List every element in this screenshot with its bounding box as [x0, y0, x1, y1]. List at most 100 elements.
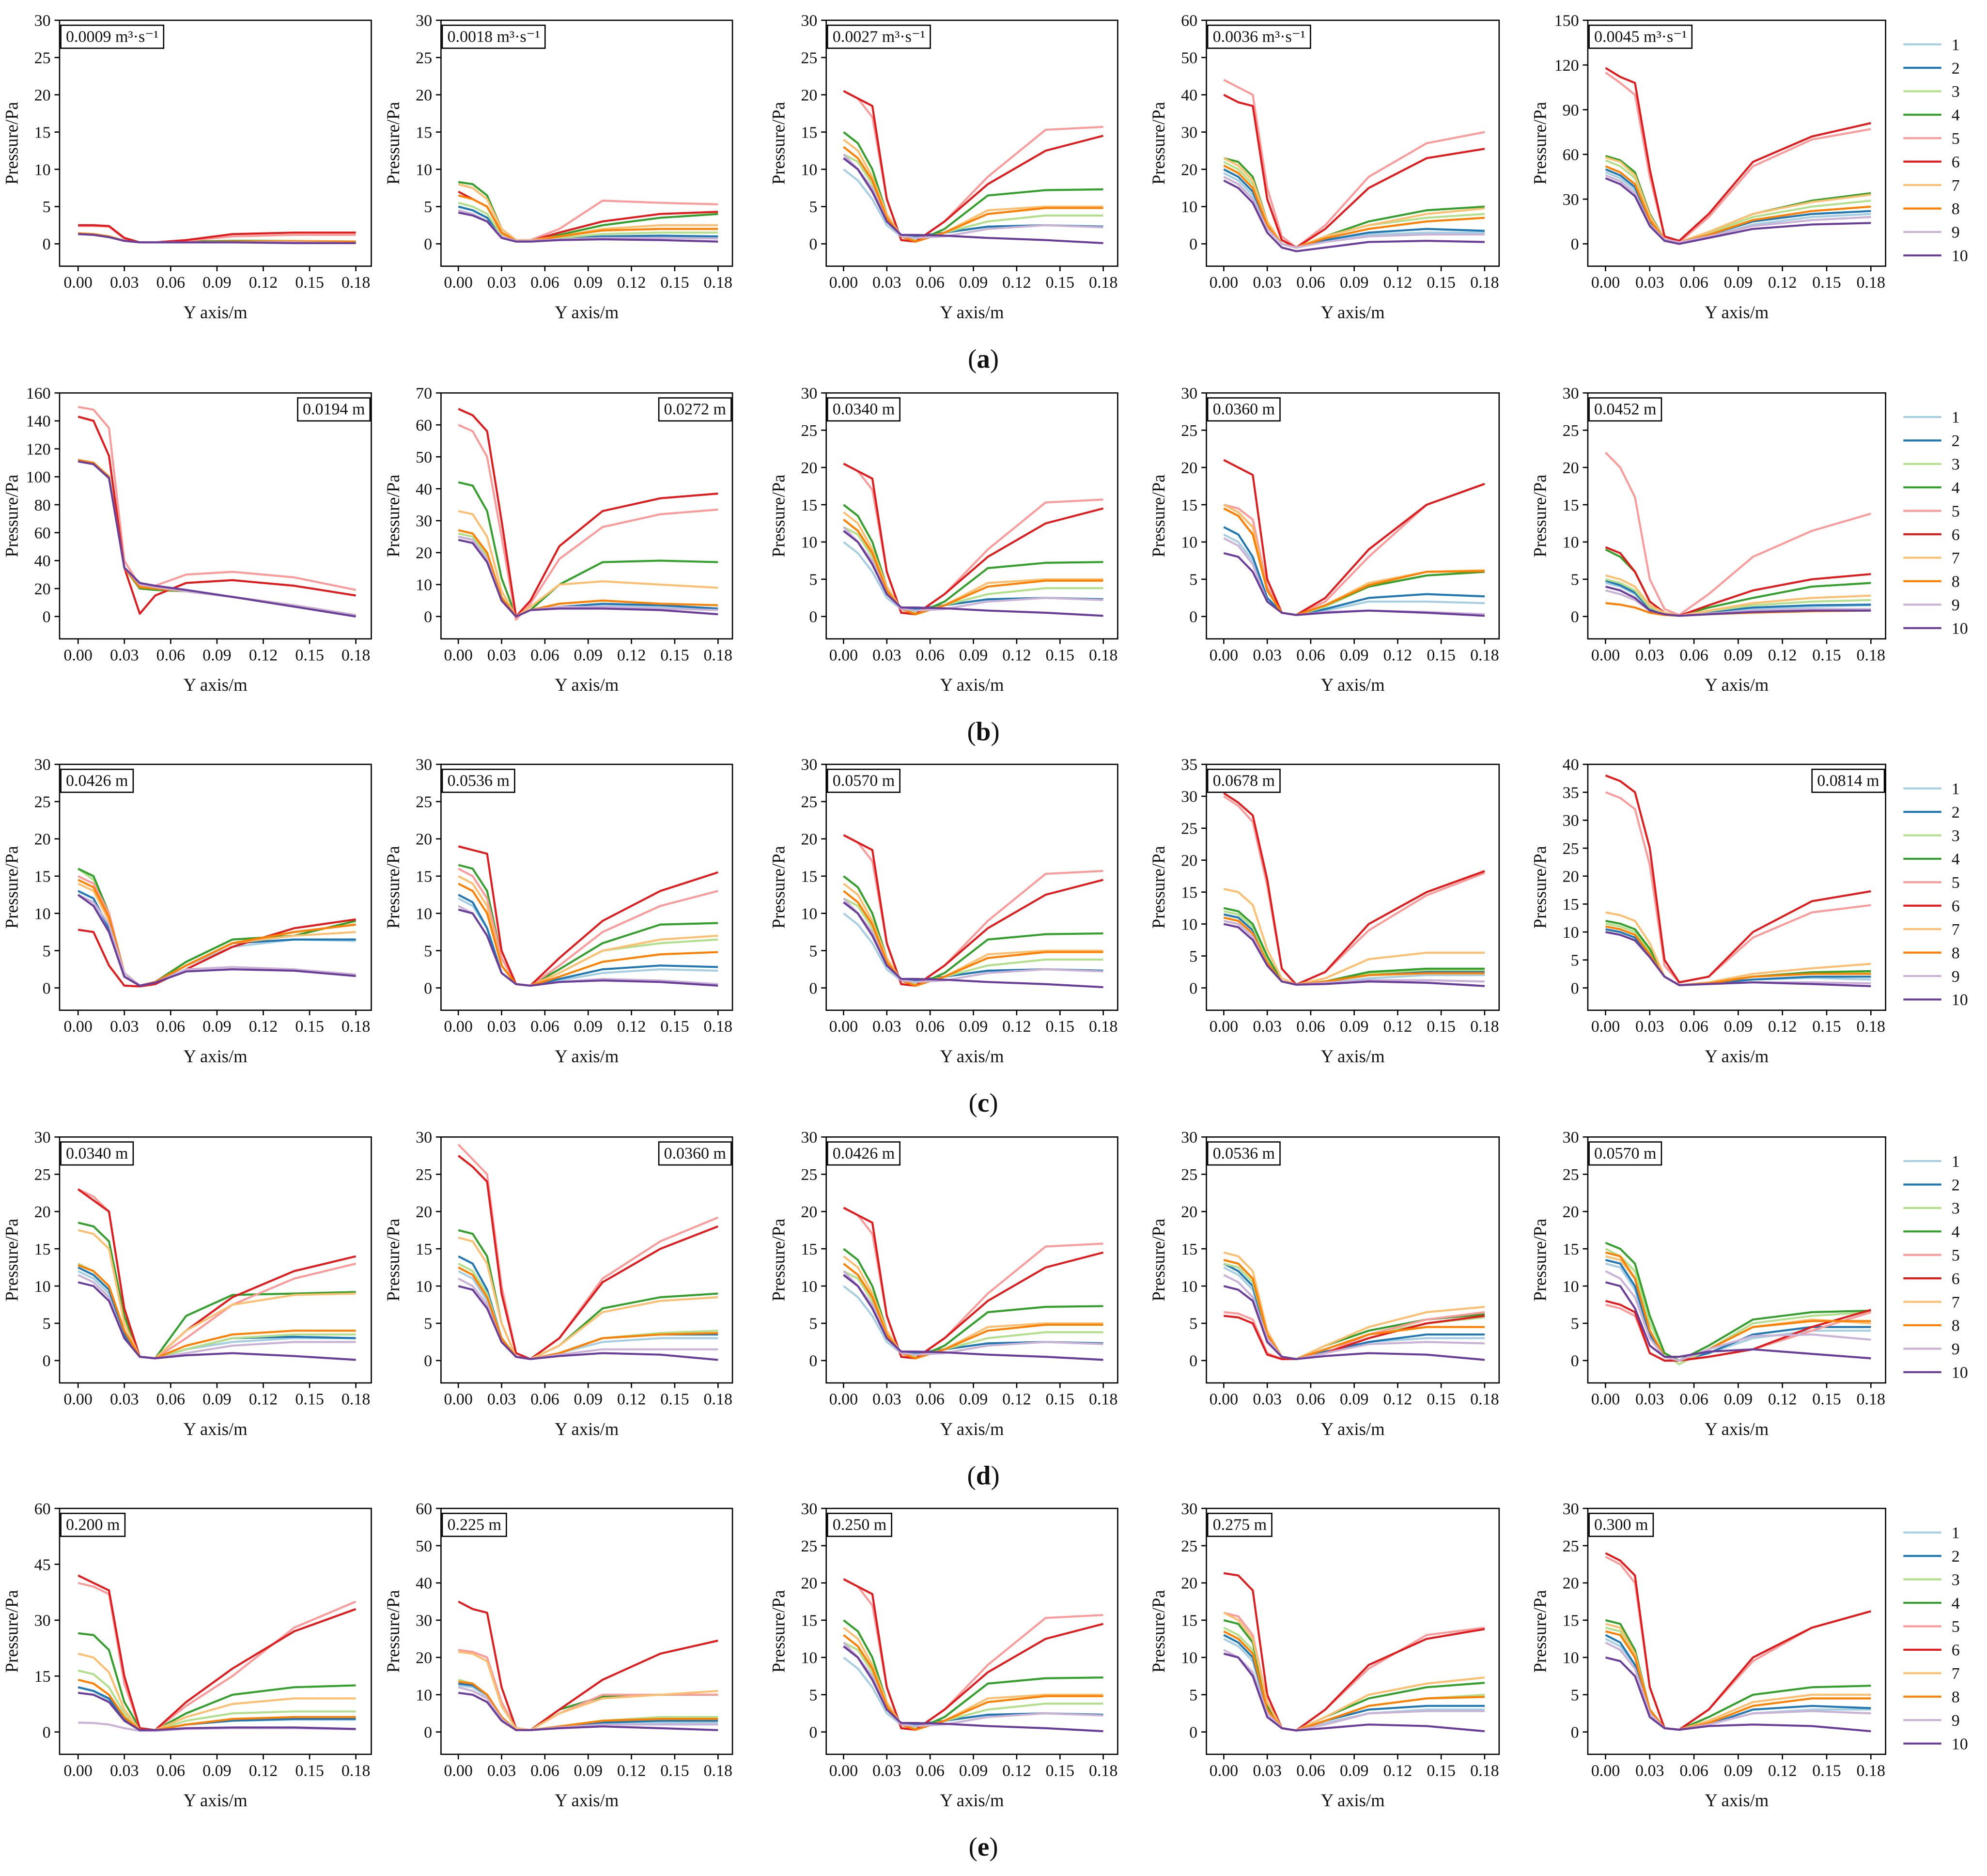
- y-tick-label: 25: [1181, 1537, 1197, 1555]
- series-line-10: [458, 908, 718, 987]
- y-tick-label: 20: [416, 831, 432, 849]
- series-line-10: [1223, 179, 1485, 252]
- legend-label: 8: [1952, 944, 1960, 962]
- y-tick-label: 30: [801, 12, 817, 30]
- x-axis-label: Y axis/m: [1705, 675, 1769, 695]
- x-tick-label: 0.06: [916, 1018, 944, 1036]
- y-tick-label: 25: [801, 1166, 817, 1184]
- x-tick-label: 0.12: [1383, 1762, 1412, 1780]
- y-tick-label: 5: [1571, 952, 1579, 970]
- series-line-8: [843, 1634, 1103, 1731]
- x-tick-label: 0.00: [444, 1018, 472, 1036]
- legend-label: 6: [1952, 1270, 1960, 1288]
- series-line-10: [1223, 923, 1485, 987]
- series-line-10: [843, 1274, 1103, 1361]
- y-tick-label: 20: [1181, 1575, 1197, 1593]
- y-tick-label: 0: [1189, 979, 1197, 997]
- y-tick-label: 10: [416, 1278, 432, 1296]
- x-tick-label: 0.15: [1045, 1762, 1074, 1780]
- y-tick-label: 40: [34, 552, 51, 570]
- y-tick-label: 40: [416, 1575, 432, 1593]
- x-tick-label: 0.00: [829, 1391, 858, 1409]
- x-tick-label: 0.15: [660, 1391, 689, 1409]
- plot-frame: [1587, 763, 1887, 1011]
- panel-label: 0.0272 m: [664, 401, 726, 419]
- subplot: 0 20 40 60 80 100 120 140 160 0.00 0.03 0.06 0.09 0.1…: [2, 385, 372, 695]
- subplot: 0 10 20 30 40 50 60 70 0.00 0.03 0.06 0.09 0.12 0.15 0…: [383, 385, 733, 695]
- x-tick-label: 0.09: [202, 1391, 231, 1409]
- subplot: 0 5 10 15 20 25 30 0.00 0.03 0.06 0.09 0.12 0.15 0.18…: [1530, 1500, 1887, 1810]
- y-tick-label: 0: [424, 979, 432, 997]
- y-axis-label: Pressure/Pa: [1149, 1590, 1168, 1673]
- series-line-10: [1605, 586, 1871, 617]
- y-axis-label: Pressure/Pa: [1530, 102, 1550, 185]
- y-tick-label: 160: [26, 385, 51, 403]
- x-tick-label: 0.00: [444, 274, 472, 292]
- y-tick-label: 25: [416, 1166, 432, 1184]
- y-tick-label: 5: [809, 571, 817, 589]
- y-tick-label: 20: [416, 86, 432, 104]
- series-line-7: [458, 510, 718, 618]
- x-tick-label: 0.03: [487, 1762, 516, 1780]
- panel-label-box: [441, 768, 515, 793]
- legend-label: 6: [1952, 898, 1960, 915]
- x-tick-label: 0.09: [959, 646, 988, 664]
- subplot: 0 5 10 15 20 25 30 0.00 0.03 0.06 0.09 0.12 0.15 0.18…: [2, 1129, 372, 1439]
- x-tick-label: 0.18: [704, 646, 732, 664]
- y-tick-label: 10: [1181, 198, 1197, 216]
- legend-label: 10: [1952, 1735, 1968, 1753]
- x-tick-label: 0.00: [63, 274, 92, 292]
- legend-label: 2: [1952, 804, 1960, 822]
- y-tick-label: 10: [416, 161, 432, 179]
- x-tick-label: 0.03: [872, 1391, 901, 1409]
- y-axis-label: Pressure/Pa: [768, 475, 788, 558]
- panel-label: 0.0340 m: [833, 401, 895, 419]
- x-tick-label: 0.09: [959, 274, 988, 292]
- y-tick-label: 25: [801, 1537, 817, 1555]
- plot-frame: [440, 763, 733, 1011]
- y-axis-label: Pressure/Pa: [1530, 1219, 1550, 1302]
- series-line-6: [843, 834, 1104, 987]
- legend-label: 8: [1952, 1688, 1960, 1706]
- series-line-10: [1605, 177, 1871, 245]
- y-tick-label: 30: [801, 385, 817, 403]
- y-tick-label: 10: [801, 1649, 817, 1667]
- x-tick-label: 0.00: [1591, 1391, 1620, 1409]
- series-line-6: [843, 463, 1104, 616]
- x-tick-label: 0.18: [1089, 274, 1118, 292]
- panel-label: 0.0009 m³·s⁻¹: [66, 28, 158, 46]
- y-tick-label: 90: [1563, 101, 1579, 119]
- legend-label: 1: [1952, 780, 1960, 798]
- panel-label-box: [441, 1513, 507, 1537]
- series-line-10: [843, 157, 1103, 245]
- row-label-open-paren: (: [969, 1088, 978, 1117]
- legend-label: 10: [1952, 1364, 1968, 1382]
- row-label-open-paren: (: [968, 344, 977, 373]
- x-tick-label: 0.18: [1857, 1018, 1885, 1036]
- x-tick-label: 0.00: [63, 1762, 92, 1780]
- plot-frame: [1206, 392, 1500, 640]
- y-axis-label: Pressure/Pa: [383, 846, 403, 929]
- series-line-5: [1605, 451, 1871, 616]
- y-tick-label: 20: [34, 1203, 51, 1221]
- x-tick-label: 0.03: [487, 274, 516, 292]
- y-axis-label: Pressure/Pa: [1149, 475, 1168, 558]
- panel-label-box: [297, 397, 371, 422]
- x-tick-label: 0.18: [1857, 646, 1885, 664]
- subplot: 0 5 10 15 20 25 30 0.00 0.03 0.06 0.09 0.12 0.15 0.18…: [1530, 385, 1887, 695]
- series-line-6: [1605, 775, 1871, 984]
- y-axis-label: Pressure/Pa: [1149, 102, 1168, 185]
- panel-label: 0.0536 m: [447, 772, 509, 790]
- panel-label-box: [658, 397, 732, 422]
- x-axis-label: Y axis/m: [940, 1790, 1004, 1810]
- panel-label-box: [1588, 1141, 1662, 1166]
- y-tick-label: 20: [34, 580, 51, 598]
- x-axis-label: Y axis/m: [1321, 1419, 1385, 1439]
- y-tick-label: 30: [1181, 1129, 1197, 1147]
- y-tick-label: 20: [1181, 852, 1197, 870]
- y-axis-label: Pressure/Pa: [383, 102, 403, 185]
- x-tick-label: 0.03: [110, 1391, 139, 1409]
- y-axis-label: Pressure/Pa: [2, 1590, 22, 1673]
- y-tick-label: 50: [416, 449, 432, 466]
- series-line-6: [843, 90, 1104, 243]
